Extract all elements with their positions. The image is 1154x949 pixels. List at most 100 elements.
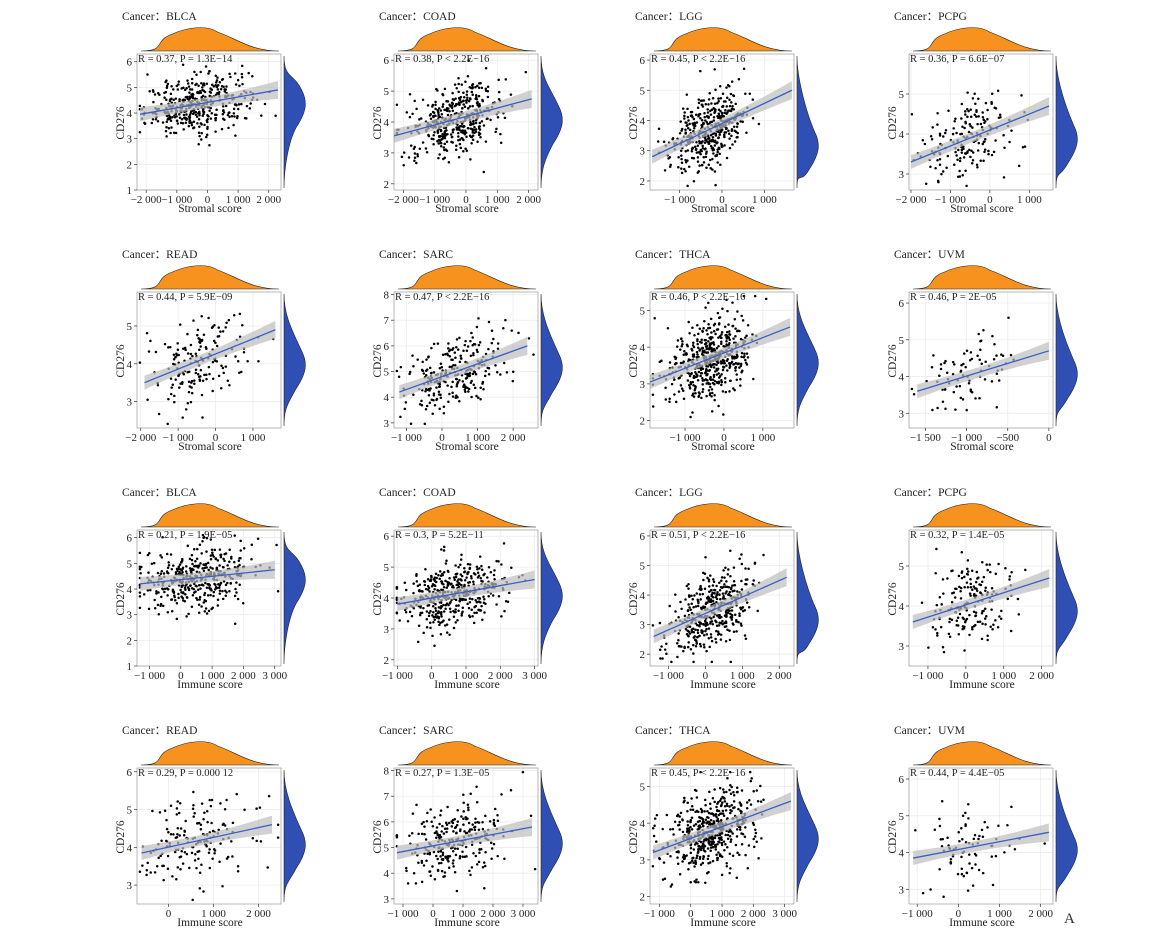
data-point	[712, 329, 716, 333]
data-point	[717, 813, 721, 817]
data-point	[946, 577, 949, 580]
data-point	[689, 415, 692, 419]
data-point	[503, 857, 506, 861]
data-point	[701, 329, 704, 333]
y-tick-label: 5	[640, 560, 646, 572]
data-point	[437, 107, 441, 110]
data-point	[155, 864, 159, 868]
data-point	[726, 609, 730, 612]
data-point	[718, 322, 721, 325]
data-point	[156, 571, 160, 575]
y-tick-label: 2	[384, 655, 390, 667]
data-point	[462, 793, 465, 796]
data-point	[486, 95, 490, 99]
data-point	[197, 611, 201, 614]
data-point	[459, 354, 462, 358]
data-point	[735, 373, 738, 376]
data-point	[160, 556, 164, 559]
data-point	[715, 363, 718, 366]
data-point	[972, 624, 976, 628]
correlation-stat: R = 0.27, P = 1.3E−05	[395, 768, 490, 779]
data-point	[205, 133, 209, 137]
data-point	[720, 336, 723, 340]
x-tick-label: 2 000	[256, 194, 281, 206]
data-point	[442, 411, 446, 415]
data-point	[466, 107, 470, 110]
data-point	[735, 630, 738, 633]
data-point	[240, 64, 244, 68]
data-point	[258, 806, 262, 809]
data-point	[702, 155, 705, 159]
data-point	[665, 642, 668, 645]
data-point	[735, 136, 738, 139]
data-point	[668, 604, 671, 608]
data-point	[208, 583, 212, 587]
data-point	[688, 606, 691, 609]
data-point	[456, 348, 460, 351]
data-point	[181, 566, 185, 570]
data-point	[477, 317, 480, 320]
data-point	[479, 576, 482, 580]
data-point	[438, 367, 442, 370]
data-point	[718, 581, 721, 585]
data-point	[235, 581, 238, 584]
data-point	[693, 124, 697, 128]
data-point	[971, 97, 975, 100]
x-tick-label: 2 000	[516, 194, 541, 206]
data-point	[201, 86, 204, 89]
scatter-panel: −1 000 0 1 000 2 000 3 000 2 3 4 5 Cancer：THCA R =…	[626, 716, 882, 946]
confidence-band	[650, 317, 791, 390]
data-point	[704, 804, 707, 807]
data-point	[184, 116, 187, 120]
data-point	[146, 589, 150, 592]
y-tick-label: 1	[127, 661, 133, 673]
data-point	[220, 127, 224, 131]
data-point	[470, 395, 473, 399]
y-tick-label: 4	[127, 584, 133, 596]
data-point	[470, 135, 474, 139]
data-point	[422, 372, 426, 375]
data-point	[680, 645, 683, 648]
data-point	[701, 631, 704, 635]
y-tick-label: 3	[384, 148, 390, 160]
data-point	[211, 377, 215, 380]
data-point	[726, 846, 729, 849]
data-point	[437, 836, 441, 839]
data-point	[450, 106, 454, 109]
data-point	[434, 572, 438, 576]
data-point	[426, 852, 429, 856]
data-point	[413, 152, 417, 155]
data-point	[214, 93, 218, 96]
data-point	[466, 562, 470, 566]
data-point	[476, 571, 480, 574]
data-point	[672, 833, 675, 836]
data-point	[428, 611, 431, 615]
data-point	[941, 170, 945, 173]
data-point	[231, 821, 235, 825]
data-point	[464, 360, 467, 364]
data-point	[186, 544, 190, 547]
data-point	[736, 310, 739, 313]
data-point	[205, 612, 209, 615]
data-point	[429, 112, 433, 116]
scatter-panel: −1 000 0 1 000 2 000 3 4 5 6 7 8 Cancer：SARC R = 0.…	[370, 240, 626, 470]
y-axis-label: CD276	[628, 344, 640, 378]
data-point	[734, 102, 737, 106]
data-point	[442, 571, 446, 574]
data-point	[466, 127, 470, 130]
data-point	[250, 543, 254, 547]
data-point	[219, 87, 223, 91]
data-point	[437, 156, 440, 160]
data-point	[447, 821, 451, 825]
data-point	[257, 360, 260, 363]
data-point	[159, 554, 162, 557]
data-point	[209, 804, 213, 808]
data-point	[426, 604, 429, 607]
data-point	[442, 146, 446, 149]
data-point	[686, 107, 689, 111]
data-point	[725, 339, 728, 343]
data-point	[529, 814, 533, 817]
data-point	[756, 799, 760, 803]
data-point	[504, 599, 508, 603]
data-point	[942, 650, 946, 654]
